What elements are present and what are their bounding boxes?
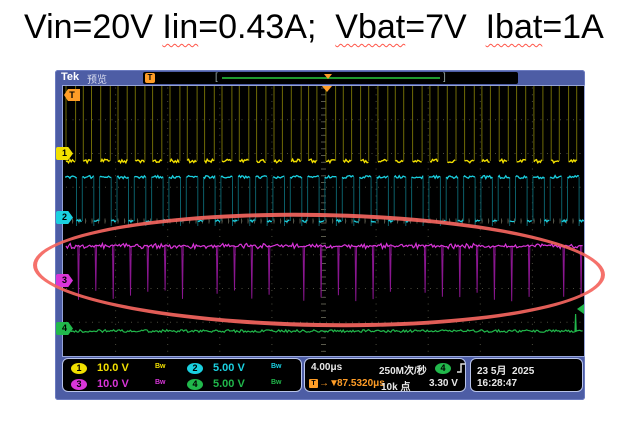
title-seg-6: =1A	[542, 8, 604, 46]
ch2-scale: 5.00 V	[213, 362, 245, 374]
ch3-badge: 3	[71, 379, 87, 390]
date-value: 23 5月 2025	[477, 366, 535, 377]
ch3-baseline-trace	[65, 241, 583, 251]
waveform-plot	[65, 86, 584, 352]
ch4-position-marker: 4	[56, 322, 73, 335]
ch4-badge: 4	[187, 379, 203, 390]
vertical-scales-readout: 1 10.0 V Bw 2 5.00 V Bw 3 10.0 V Bw 4 5.…	[62, 358, 302, 392]
ch1-bw-limit-icon: Bw	[155, 363, 166, 370]
ch1-position-marker: 1	[56, 147, 73, 160]
acq-bracket-right: ]	[443, 72, 446, 83]
ch3-scale: 10.0 V	[97, 378, 129, 390]
trigger-position-triangle-icon	[322, 86, 332, 92]
ch4-scale: 5.00 V	[213, 378, 245, 390]
ch1-trace	[65, 157, 577, 165]
scope-display: T	[62, 85, 585, 357]
ch2-bw-limit-icon: Bw	[271, 363, 282, 370]
timebase-value: 4.00μs	[311, 362, 343, 373]
slide-title: Vin=20V Iin=0.43A; Vbat=7V Ibat=1A	[24, 8, 624, 47]
horizontal-trigger-readout: 4.00μs T →▼ 87.5320μs 250M次/秒 10k 点 4 3.…	[304, 358, 466, 393]
sample-rate-value: 250M次/秒	[379, 366, 427, 377]
record-length-value: 10k 点	[381, 382, 411, 393]
title-seg-vbat: Vbat	[335, 8, 406, 46]
ch2-edges-trace	[76, 177, 580, 226]
acquisition-preview-strip: T [ ]	[143, 72, 518, 84]
ch1-badge: 1	[71, 363, 87, 374]
tek-logo: Tek	[61, 71, 80, 83]
ch2-badge: 2	[187, 363, 203, 374]
acquisition-mode-label: 预览	[87, 75, 107, 86]
title-seg-4: =7V	[405, 8, 486, 46]
oscilloscope-screenshot: Tek 预览 T [ ] T 1 2 3 4 1 10.0 V	[55, 70, 585, 400]
ch4-bw-limit-icon: Bw	[271, 379, 282, 386]
ch1-edges-trace	[65, 86, 578, 161]
readout-row-2: 3 10.0 V Bw 4 5.00 V Bw	[63, 376, 301, 392]
delay-arrow-icon: →▼	[319, 378, 339, 389]
ch3-position-marker: 3	[56, 274, 73, 287]
acq-position-triangle-icon	[324, 74, 332, 79]
trigger-time-marker-icon: T	[64, 89, 80, 101]
acq-bracket-left: [	[215, 72, 218, 83]
time-value: 16:28:47	[477, 378, 518, 389]
ch1-scale: 10.0 V	[97, 362, 129, 374]
trigger-source-badge: 4	[435, 363, 451, 374]
scope-header: Tek 预览 T [ ]	[55, 70, 585, 86]
title-seg-0: Vin=20V	[24, 8, 163, 46]
ch3-bw-limit-icon: Bw	[155, 379, 166, 386]
title-seg-2: =0.43A;	[198, 8, 336, 46]
title-seg-ibat: Ibat	[485, 8, 543, 46]
ch2-position-marker: 2	[56, 211, 73, 224]
delay-t-icon: T	[309, 379, 318, 388]
trigger-level-value: 3.30 V	[429, 378, 458, 389]
ch3-spikes-trace	[77, 245, 583, 302]
trigger-level-arrow-icon	[577, 304, 584, 314]
delay-value: 87.5320μs	[337, 378, 385, 389]
ch2-trace	[65, 174, 584, 224]
datetime-readout: 23 5月 2025 16:28:47	[470, 358, 583, 392]
title-seg-iin: Iin	[162, 8, 199, 46]
readout-row-1: 1 10.0 V Bw 2 5.00 V Bw	[63, 360, 301, 376]
trigger-flag-icon: T	[145, 73, 155, 83]
trigger-slope-rising-icon	[457, 363, 465, 373]
ch4-trace	[65, 313, 583, 334]
graticule-dots	[66, 87, 581, 352]
